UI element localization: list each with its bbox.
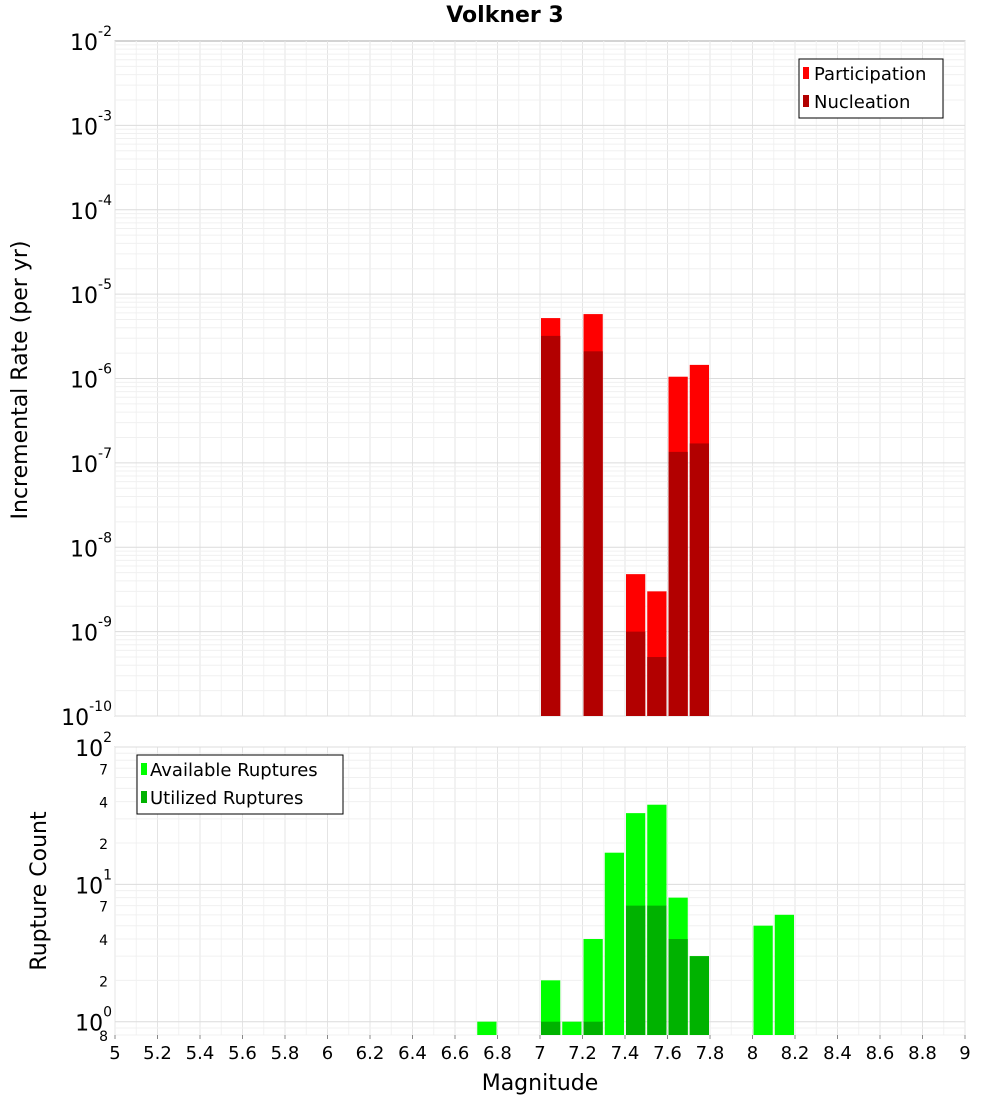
rate-y-ticks: 10-10 10-9 10-8 10-7 10-6 10-5 10-4 10-3 10-2: [61, 24, 112, 731]
available-ruptures-bar: [604, 852, 624, 1035]
count-y-major-tick-label: 101: [75, 867, 112, 899]
rate-y-tick-label: 10-5: [70, 277, 112, 309]
available-ruptures-bar: [753, 925, 773, 1035]
nucleation-bar: [647, 657, 667, 716]
x-tick-label: 8.2: [781, 1043, 810, 1064]
x-tick-label: 7.8: [696, 1043, 725, 1064]
utilized-ruptures-legend-label: Utilized Ruptures: [150, 788, 303, 809]
count-y-minor-tick-label: 2: [99, 837, 108, 853]
count-chart-panel: 100 101 102 8 2 4 7 2 4 7 5 5.2 5.4 5.6 5.8 6 6.2 6.4 6.6…: [27, 730, 971, 1096]
rate-grid: [114, 41, 966, 717]
count-y-minor-tick-label: 8: [99, 1029, 108, 1045]
count-bars: [477, 804, 794, 1035]
x-tick-label: 6.6: [441, 1043, 470, 1064]
x-tick-label: 6: [322, 1043, 333, 1064]
utilized-ruptures-bar: [647, 905, 667, 1035]
x-tick-label: 5: [109, 1043, 120, 1064]
utilized-ruptures-bar: [668, 939, 688, 1035]
nucleation-bar: [689, 443, 709, 716]
x-tick-label: 8.4: [823, 1043, 852, 1064]
x-tick-label: 9: [959, 1043, 970, 1064]
rate-y-tick-label: 10-8: [70, 530, 112, 562]
nucleation-bar: [668, 451, 688, 716]
utilized-ruptures-bar: [541, 1021, 561, 1035]
rate-y-tick-label: 10-2: [70, 24, 112, 56]
utilized-ruptures-bar: [689, 956, 709, 1035]
x-tick-label: 5.8: [271, 1043, 300, 1064]
utilized-ruptures-bar: [583, 1021, 603, 1035]
x-tick-label: 5.6: [228, 1043, 257, 1064]
utilized-ruptures-bar: [626, 905, 646, 1035]
count-y-minor-tick-label: 2: [99, 974, 108, 990]
rate-y-tick-label: 10-10: [61, 699, 112, 731]
count-y-ticks: 100 101 102 8 2 4 7 2 4 7: [75, 730, 112, 1045]
count-y-major-tick-label: 102: [75, 730, 112, 762]
count-y-minor-tick-label: 7: [99, 900, 108, 916]
rate-y-tick-label: 10-3: [70, 108, 112, 140]
rate-y-axis-label: Incremental Rate (per yr): [8, 241, 33, 520]
rate-y-tick-label: 10-9: [70, 615, 112, 647]
count-y-minor-tick-label: 4: [99, 933, 108, 949]
x-tick-label: 7.4: [611, 1043, 640, 1064]
available-ruptures-bar: [562, 1021, 582, 1035]
available-ruptures-legend-label: Available Ruptures: [150, 760, 318, 781]
rate-y-tick-label: 10-7: [70, 446, 112, 478]
chart-title: Volkner 3: [446, 3, 564, 28]
utilized-ruptures-legend-swatch: [141, 791, 147, 803]
x-tick-label: 7: [534, 1043, 545, 1064]
rate-bars: [541, 314, 709, 716]
available-ruptures-bar: [477, 1021, 497, 1035]
x-tick-label: 6.8: [483, 1043, 512, 1064]
x-tick-label: 7.6: [653, 1043, 682, 1064]
nucleation-bar: [541, 335, 561, 716]
available-ruptures-bar: [541, 980, 561, 1035]
x-tick-label: 6.4: [398, 1043, 427, 1064]
available-ruptures-bar: [583, 939, 603, 1035]
nucleation-bar: [583, 351, 603, 716]
rate-legend-box: [798, 58, 944, 119]
x-tick-label: 5.4: [186, 1043, 215, 1064]
rate-legend: Participation Nucleation: [798, 58, 944, 119]
x-tick-label: 8.8: [908, 1043, 937, 1064]
count-y-minor-tick-label: 7: [99, 762, 108, 778]
count-legend-box: [136, 754, 344, 815]
rate-y-tick-label: 10-4: [70, 193, 112, 225]
available-ruptures-legend-swatch: [141, 763, 147, 775]
count-legend: Available Ruptures Utilized Ruptures: [136, 754, 344, 815]
nucleation-legend-label: Nucleation: [814, 92, 910, 113]
rate-y-tick-label: 10-6: [70, 362, 112, 394]
x-tick-label: 8: [747, 1043, 758, 1064]
x-tick-label: 7.2: [568, 1043, 597, 1064]
count-y-major-tick-label: 100: [75, 1005, 112, 1037]
count-y-axis-label: Rupture Count: [27, 811, 52, 971]
magnitude-x-ticks: 5 5.2 5.4 5.6 5.8 6 6.2 6.4 6.6 6.8 7 7.2 7.4 7.6 7.8 8…: [109, 1035, 971, 1064]
participation-legend-swatch: [803, 67, 809, 79]
nucleation-legend-swatch: [803, 95, 809, 107]
nucleation-bar: [626, 631, 646, 716]
x-axis-label: Magnitude: [482, 1071, 599, 1096]
x-tick-label: 5.2: [143, 1043, 172, 1064]
participation-legend-label: Participation: [814, 64, 926, 85]
available-ruptures-bar: [774, 914, 794, 1035]
x-tick-label: 8.6: [866, 1043, 895, 1064]
rate-chart-panel: 10-10 10-9 10-8 10-7 10-6 10-5 10-4 10-3 10-2 Vo…: [8, 3, 966, 731]
count-y-minor-tick-label: 4: [99, 796, 108, 812]
x-tick-label: 6.2: [356, 1043, 385, 1064]
